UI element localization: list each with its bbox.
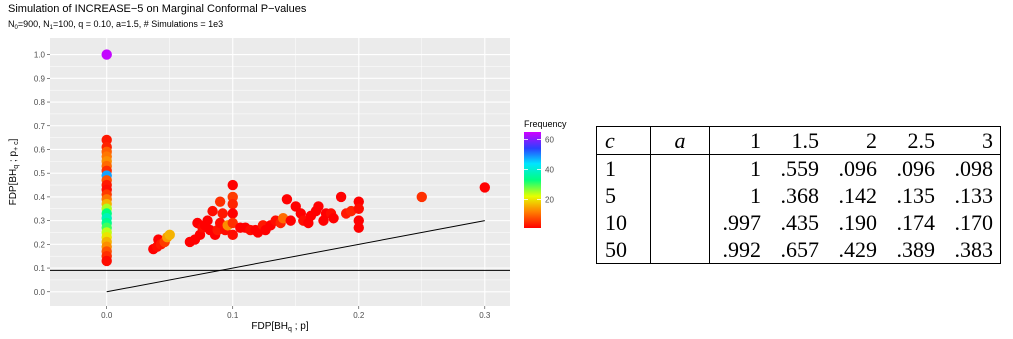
x-tick-labels: 0.0 0.1 0.2 0.3 — [101, 306, 491, 320]
table-cell: .992 — [722, 237, 762, 262]
table-row: 5 1 .368 .142 .135 .133 — [597, 182, 1001, 209]
table-cell: .657 — [780, 237, 820, 262]
table-cell: .174 — [896, 210, 936, 235]
row-a-spacer — [650, 182, 710, 209]
table-cell: .096 — [896, 156, 936, 181]
y-tick-label: 0.7 — [34, 122, 46, 131]
y-tick-label: 0.1 — [34, 264, 46, 273]
legend-label: 60 — [545, 136, 554, 145]
table-cell: .559 — [780, 156, 820, 181]
table-cell: .142 — [838, 183, 878, 208]
data-point — [227, 179, 238, 191]
row-a-spacer — [650, 209, 710, 236]
x-tick-label: 0.2 — [353, 311, 365, 320]
chart-title: Simulation of INCREASE−5 on Marginal Con… — [8, 3, 307, 15]
data-point — [335, 191, 347, 203]
table-cell: .135 — [896, 183, 936, 208]
y-tick-label: 0.0 — [34, 288, 46, 297]
frequency-legend: Frequency 20 40 60 — [524, 119, 567, 228]
y-tick-label: 0.4 — [34, 193, 46, 202]
header-a-value: 1 — [750, 128, 761, 153]
data-point — [217, 208, 228, 219]
header-a-value: 2 — [866, 128, 877, 153]
data-point — [416, 191, 427, 203]
data-point — [353, 222, 364, 233]
reference-lines — [50, 220, 510, 293]
y-tick-label: 1.0 — [34, 51, 46, 60]
data-point — [227, 198, 238, 210]
y-tick-label: 0.5 — [34, 169, 46, 178]
data-point — [353, 215, 364, 226]
table-cell: .098 — [954, 156, 994, 181]
plot-panel — [50, 38, 510, 306]
data-point — [227, 217, 238, 229]
data-point — [313, 201, 324, 212]
y-axis-title: FDP[BHq ; p+ c] — [8, 138, 20, 205]
y-tick-label: 0.2 — [34, 240, 46, 249]
table-cell: 1 — [750, 183, 761, 208]
table-header-row: c a 1 1.5 2 2.5 3 — [596, 126, 1001, 155]
chart-subtitle: N0=900, N1=100, q = 0.10, a=1.5, # Simul… — [8, 19, 223, 31]
data-point — [227, 191, 238, 203]
data-point — [281, 194, 293, 205]
identity-line — [106, 220, 485, 293]
legend-label: 20 — [545, 196, 554, 205]
header-c: c — [605, 128, 615, 153]
scatter-plot: Simulation of INCREASE−5 on Marginal Con… — [8, 3, 567, 333]
table-cell: .133 — [954, 183, 994, 208]
table-cell: .170 — [954, 210, 994, 235]
data-point — [202, 215, 213, 226]
data-point — [479, 182, 490, 193]
x-tick-label: 0.0 — [101, 311, 113, 320]
table-row: 1 1 .559 .096 .096 .098 — [597, 154, 1001, 182]
header-a-value: 1.5 — [791, 128, 820, 153]
row-a-spacer — [650, 236, 710, 264]
y-tick-labels: 0.0 0.1 0.2 0.3 0.4 0.5 0.6 0.7 0.8 0.9 1.0 — [34, 51, 50, 297]
table-cell: .435 — [780, 210, 820, 235]
table-cell: .389 — [896, 237, 936, 262]
table-row: 10 .997 .435 .190 .174 .170 — [597, 209, 1001, 236]
x-tick-label: 0.1 — [227, 311, 239, 320]
grid-lines — [50, 38, 510, 306]
data-point — [101, 255, 112, 267]
table-cell: .096 — [838, 156, 878, 181]
results-table: c a 1 1.5 2 2.5 3 1 1 .559 .096 .096 .09… — [596, 126, 1001, 264]
y-tick-label: 0.3 — [34, 217, 46, 226]
y-tick-label: 0.8 — [34, 98, 46, 107]
row-c-value: 1 — [605, 156, 616, 181]
table-cell: .368 — [780, 183, 820, 208]
row-c-value: 50 — [605, 237, 627, 262]
legend-title: Frequency — [524, 119, 567, 129]
data-points — [101, 49, 490, 267]
table-cell: .429 — [838, 237, 878, 262]
data-point — [353, 196, 364, 207]
legend-label: 40 — [545, 166, 554, 175]
data-point — [227, 208, 238, 219]
table-cell: .383 — [954, 237, 994, 262]
x-tick-label: 0.3 — [479, 311, 491, 320]
data-point — [227, 229, 238, 241]
table-cell: 1 — [750, 156, 761, 181]
table-row: 50 .992 .657 .429 .389 .383 — [597, 236, 1001, 264]
data-point — [214, 196, 226, 207]
y-tick-label: 0.9 — [34, 74, 46, 83]
row-c-value: 10 — [605, 210, 627, 235]
table-cell: .190 — [838, 210, 878, 235]
data-point — [353, 203, 364, 214]
header-a-value: 3 — [982, 128, 993, 153]
row-c-value: 5 — [605, 183, 616, 208]
header-a-value: 2.5 — [907, 128, 936, 153]
data-point — [164, 229, 175, 241]
x-axis-title: FDP[BHq ; p] — [251, 321, 308, 333]
data-point — [101, 49, 112, 60]
table-cell: .997 — [722, 210, 762, 235]
legend-colorbar — [524, 132, 541, 228]
data-point — [101, 134, 112, 146]
row-a-spacer — [650, 154, 710, 182]
data-point — [285, 215, 296, 226]
data-point — [207, 205, 218, 217]
y-tick-label: 0.6 — [34, 145, 46, 154]
data-point — [328, 213, 339, 224]
header-a: a — [650, 126, 710, 155]
